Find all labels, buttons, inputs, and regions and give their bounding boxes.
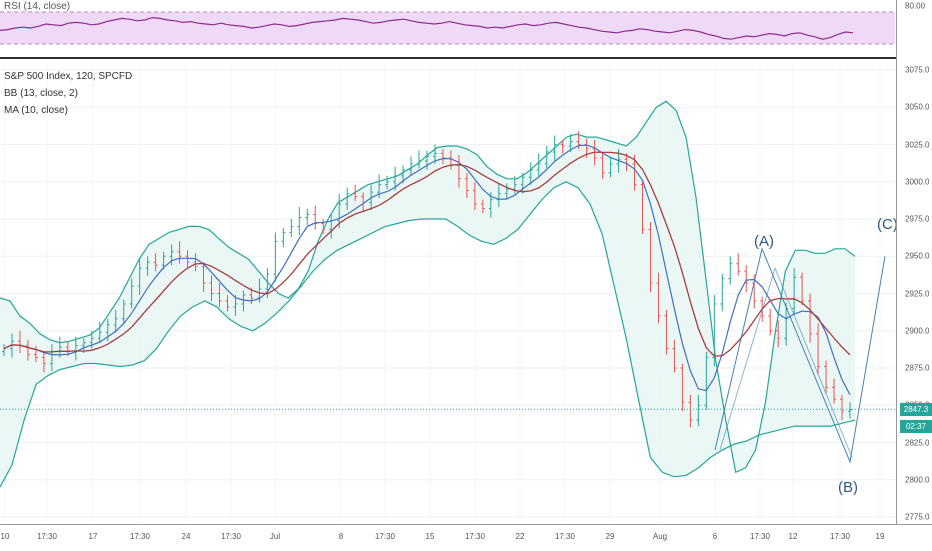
time-tick-label: 29 <box>605 532 615 541</box>
price-scale[interactable]: 3075.0 3050.0 3025.0 3000.0 2975.0 2950.0 2925… <box>896 0 932 524</box>
legend-title[interactable]: S&P 500 Index, 120, SPCFD <box>4 71 133 82</box>
legend-ma[interactable]: MA (10, close) <box>4 105 68 116</box>
price-tick-label: 3000.0 <box>905 177 930 187</box>
rsi-line <box>0 16 854 40</box>
time-tick-label: 17:30 <box>220 532 242 541</box>
price-tick-label: 2825.0 <box>905 438 930 447</box>
price-tick-label: 2925.0 <box>905 289 930 298</box>
wave-label-a: (A) <box>754 233 774 250</box>
wave-label-b: (B) <box>838 479 858 496</box>
ma-fast-line <box>3 144 851 396</box>
time-tick-label: 10 <box>0 532 10 541</box>
time-tick-label: 8 <box>338 532 344 541</box>
time-tick-label: 17:30 <box>829 532 851 541</box>
rsi-label: RSI (14, close) <box>4 1 71 12</box>
wave-abc-line <box>714 247 886 464</box>
price-tick-label: 3075.0 <box>905 65 930 75</box>
bb-fill <box>0 101 855 488</box>
wave-abc-line-2 <box>719 266 853 458</box>
current-price-tag: 2847.3 <box>900 403 932 416</box>
time-tick-label: 15 <box>425 532 435 541</box>
price-tick-label: 2950.0 <box>905 251 930 261</box>
bb-lower-band <box>0 181 856 488</box>
pane-separator[interactable] <box>0 57 932 59</box>
wave-label-c: (C) <box>877 216 898 233</box>
legend-bb[interactable]: BB (13, close, 2) <box>4 88 78 99</box>
time-tick-label: 17:30 <box>36 532 58 541</box>
time-tick-label: 17:30 <box>464 532 486 541</box>
price-tick-label: 2875.0 <box>905 363 930 373</box>
time-tick-label: 22 <box>515 532 525 541</box>
time-tick-label: 12 <box>788 532 798 541</box>
time-tick-label: 17:30 <box>749 532 771 541</box>
time-scale[interactable]: 10 17:30 17 17:30 24 17:30 Jul 8 17:30 15 17:30 22 1… <box>0 524 932 551</box>
price-tick-label: 2900.0 <box>905 326 930 336</box>
time-tick-label: 17:30 <box>374 532 396 541</box>
indicator-legend: S&P 500 Index, 120, SPCFD BB (13, close,… <box>4 68 132 119</box>
time-tick-label: 24 <box>181 532 191 541</box>
time-tick-label: 17:30 <box>129 532 151 541</box>
countdown-tag: 02:37 <box>900 420 932 433</box>
time-tick-label: Aug <box>652 532 668 541</box>
ma-slow-line <box>3 151 851 357</box>
price-tick-label: 2775.0 <box>905 512 930 522</box>
price-tick-label: 2975.0 <box>905 214 930 224</box>
price-tick-label: 3025.0 <box>905 140 930 149</box>
time-tick-label: 17:30 <box>554 532 576 541</box>
time-tick-label: 6 <box>712 532 718 541</box>
price-tick-label: 3050.0 <box>905 102 930 112</box>
time-tick-label: Jul <box>269 532 281 541</box>
price-tick-label: 2800.0 <box>905 475 930 485</box>
rsi-band <box>0 12 895 44</box>
time-tick-label: 19 <box>875 532 885 541</box>
rsi-level-label: 80.00 <box>905 1 926 11</box>
time-tick-label: 17 <box>88 532 98 541</box>
